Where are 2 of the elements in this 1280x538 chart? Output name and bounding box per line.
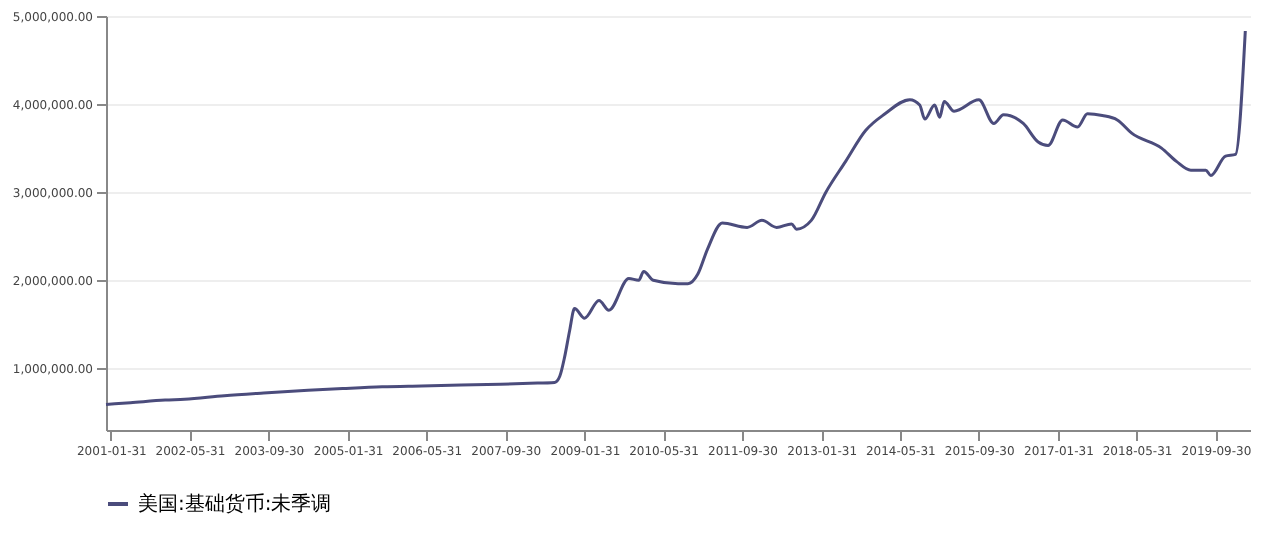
legend-label: 美国:基础货币:未季调 [138,492,332,516]
line-series [104,29,1247,406]
